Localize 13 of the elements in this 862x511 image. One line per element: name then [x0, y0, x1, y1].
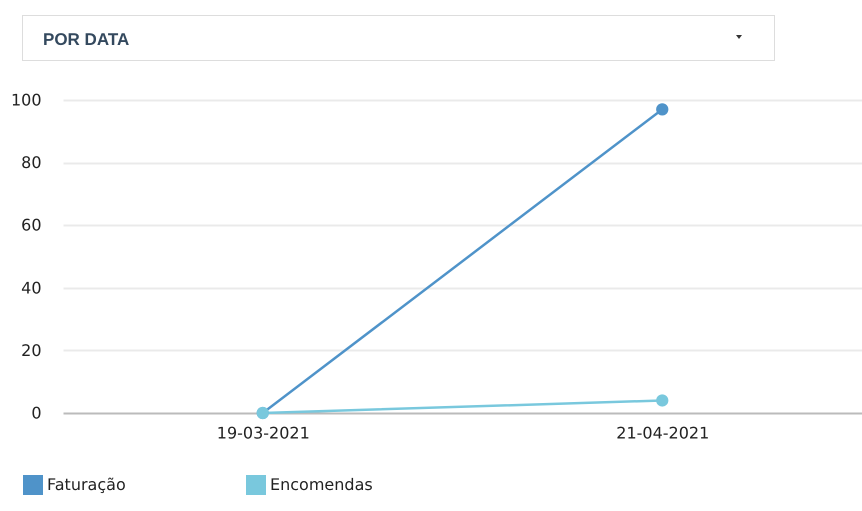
y-tick-label: 60	[21, 216, 42, 235]
point	[656, 394, 668, 407]
y-tick-label: 0	[31, 404, 42, 422]
y-tick-label: 100	[10, 90, 42, 110]
y-tick-label: 80	[21, 153, 42, 172]
legend-label: Faturação	[47, 475, 126, 494]
x-tick-label: 21-04-2021	[616, 424, 710, 442]
y-tick-label: 40	[21, 278, 42, 298]
dropdown-field: POR DATA	[22, 15, 775, 61]
x-tick-label: 19-03-2021	[216, 424, 310, 442]
point	[656, 103, 668, 116]
legend-label: Encomendas	[270, 475, 373, 494]
y-tick-label: 20	[21, 340, 42, 360]
